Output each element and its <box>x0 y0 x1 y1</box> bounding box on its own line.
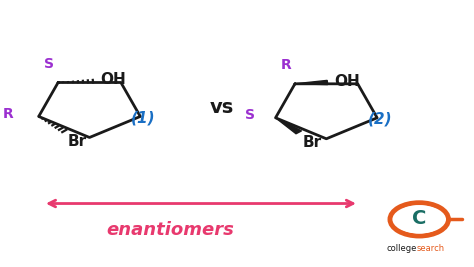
Text: OH: OH <box>335 74 360 89</box>
Text: S: S <box>44 57 54 70</box>
Text: college: college <box>386 245 417 253</box>
Text: vs: vs <box>210 97 234 117</box>
Text: enantiomers: enantiomers <box>107 221 235 239</box>
Text: R: R <box>2 107 13 121</box>
Text: (1): (1) <box>131 110 155 125</box>
Polygon shape <box>275 118 301 134</box>
Text: C: C <box>412 209 427 227</box>
Text: search: search <box>417 245 445 253</box>
FancyArrowPatch shape <box>49 200 353 207</box>
Circle shape <box>394 205 444 234</box>
Text: R: R <box>280 58 291 72</box>
Text: Br: Br <box>68 134 87 149</box>
Text: S: S <box>245 108 255 122</box>
Polygon shape <box>295 80 328 85</box>
Text: OH: OH <box>100 72 126 87</box>
Text: Br: Br <box>302 135 321 150</box>
Text: (2): (2) <box>367 111 392 127</box>
